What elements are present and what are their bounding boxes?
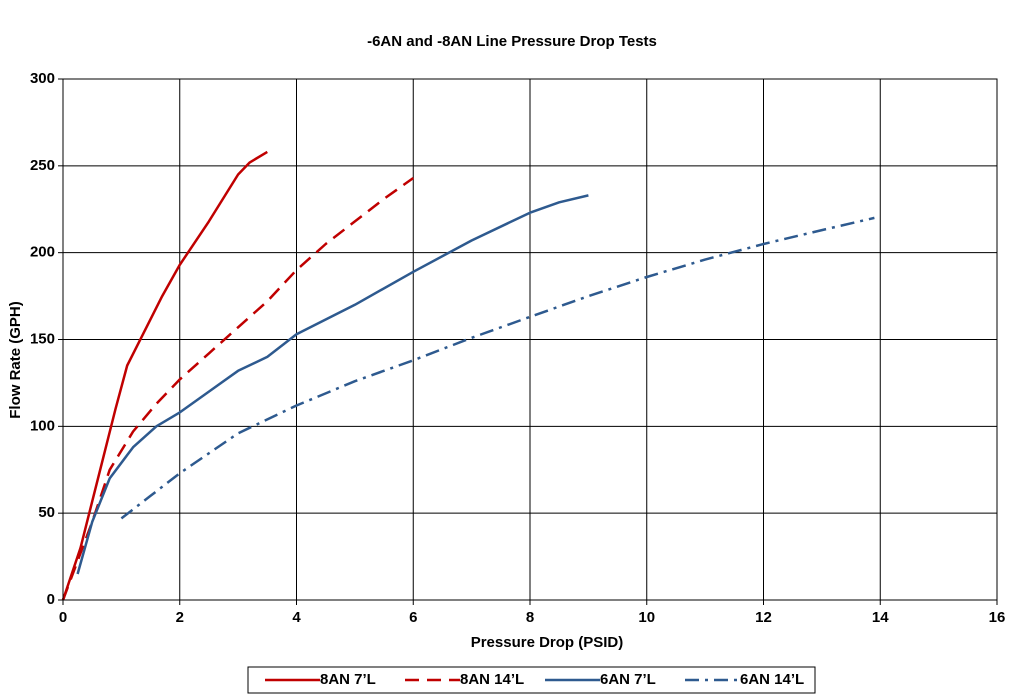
- y-axis-label: Flow Rate (GPH): [7, 301, 24, 419]
- y-tick-label: 250: [30, 157, 55, 174]
- x-tick-label: 10: [638, 609, 655, 626]
- plot-border: [62, 78, 998, 601]
- x-tick-label: 4: [292, 609, 301, 626]
- series-line: [61, 150, 268, 601]
- y-tick-label: 0: [47, 591, 55, 608]
- legend-label: 8AN 7’L: [320, 671, 376, 688]
- series-line: [120, 216, 875, 520]
- y-tick-label: 200: [30, 244, 55, 261]
- x-tick-label: 0: [59, 609, 67, 626]
- series-line: [61, 176, 415, 601]
- y-tick-label: 100: [30, 417, 55, 434]
- x-tick-label: 6: [409, 609, 417, 626]
- chart-title: -6AN and -8AN Line Pressure Drop Tests: [367, 33, 657, 50]
- series-line: [76, 194, 589, 575]
- legend-label: 8AN 14’L: [460, 671, 524, 688]
- x-tick-label: 16: [989, 609, 1006, 626]
- x-tick-label: 2: [176, 609, 184, 626]
- y-tick-label: 300: [30, 70, 55, 87]
- x-tick-label: 8: [526, 609, 534, 626]
- legend-label: 6AN 14’L: [740, 671, 804, 688]
- y-tick-label: 150: [30, 330, 55, 347]
- x-tick-label: 12: [755, 609, 772, 626]
- x-tick-label: 14: [872, 609, 889, 626]
- legend-label: 6AN 7’L: [600, 671, 656, 688]
- y-tick-label: 50: [38, 504, 55, 521]
- x-axis-label: Pressure Drop (PSID): [471, 634, 624, 651]
